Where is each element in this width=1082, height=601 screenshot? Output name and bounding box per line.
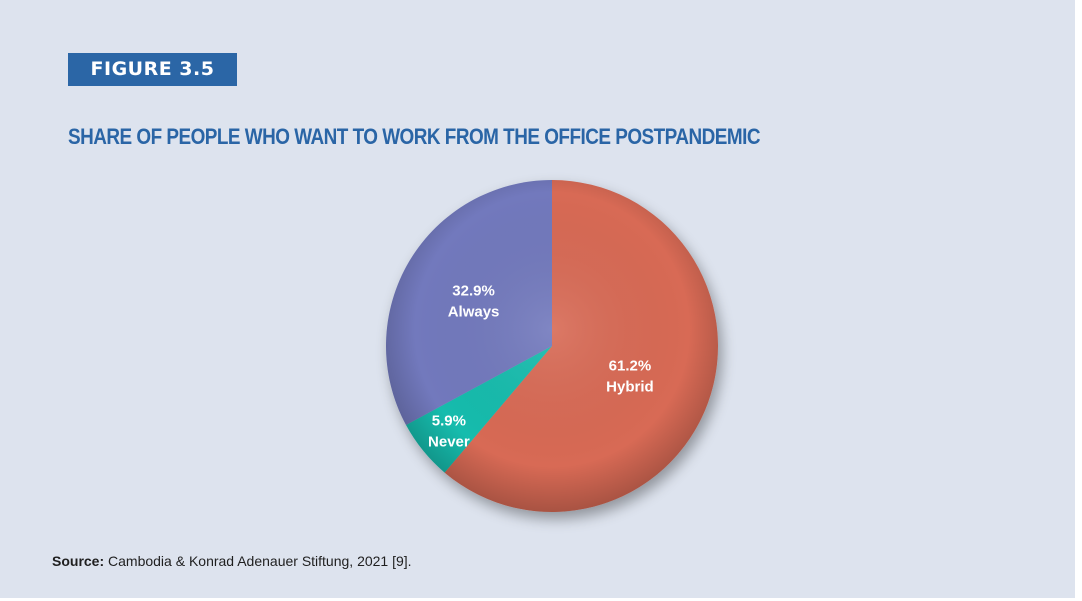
slice-category-label-always: Always <box>448 303 500 320</box>
slice-value-label-always: 32.9% <box>452 282 495 299</box>
slice-category-label-never: Never <box>428 434 470 451</box>
source-prefix: Source: <box>52 553 105 569</box>
source-text: Cambodia & Konrad Adenauer Stiftung, 202… <box>104 553 412 569</box>
slice-category-label-hybrid: Hybrid <box>606 379 654 396</box>
chart-title: SHARE OF PEOPLE WHO WANT TO WORK FROM TH… <box>68 124 761 149</box>
pie-labels: 61.2% Hybrid 5.9% Never 32.9% Always <box>428 282 654 450</box>
figure-label: FIGURE 3.5 <box>68 53 237 86</box>
pie-slices <box>385 180 718 512</box>
slice-value-label-hybrid: 61.2% <box>609 358 652 375</box>
slice-value-label-never: 5.9% <box>432 413 466 430</box>
source-note: Source: Cambodia & Konrad Adenauer Stift… <box>52 553 412 569</box>
